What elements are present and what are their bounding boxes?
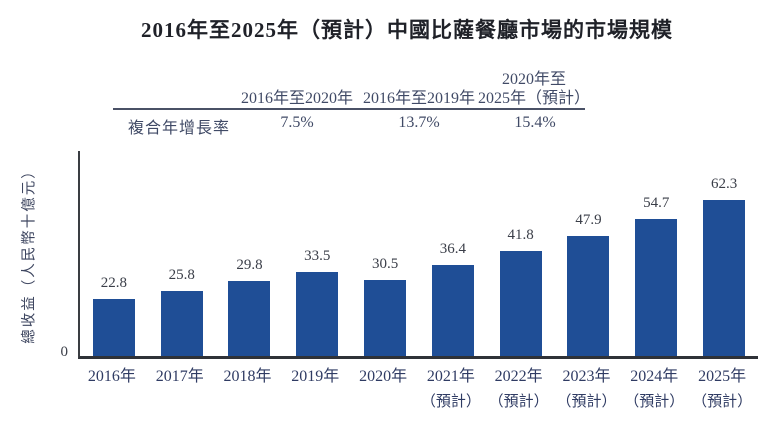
x-label-2016年: 2016年 — [78, 362, 146, 411]
bar-2019年 — [296, 272, 339, 356]
bar-2020年 — [364, 280, 407, 356]
cagr-header-line2: 2016年至2020年 — [240, 90, 354, 107]
x-label-year: 2023年 — [562, 368, 611, 385]
bar-2022年 — [499, 251, 542, 356]
bar-2016年 — [92, 299, 135, 356]
x-label-2022年: 2022年 （預計） — [485, 362, 553, 411]
page-title: 2016年至2025年（預計）中國比薩餐廳市場的市場規模 — [141, 18, 673, 42]
bar-value-label: 33.5 — [304, 248, 331, 264]
x-label-year: 2016年 — [87, 368, 136, 385]
x-label-year: 2022年 — [494, 368, 543, 385]
bar-slot-2020年: 30.5 — [351, 151, 419, 356]
x-label-2024年: 2024年 （預計） — [620, 362, 688, 411]
bar-2024年 — [635, 219, 678, 356]
bar-value-label: 62.3 — [710, 176, 738, 192]
x-label-2025年: 2025年 （預計） — [688, 362, 756, 411]
x-label-year: 2017年 — [155, 368, 204, 385]
bar-slot-2021年: 36.4 — [419, 151, 487, 356]
cagr-value-2016-2019: 13.7% — [398, 114, 440, 131]
bar-slot-2017年: 25.8 — [148, 151, 216, 356]
bar-2021年 — [431, 265, 474, 356]
y-axis-title: 總收益（人民幣十億元） — [21, 162, 38, 344]
x-label-2023年: 2023年 （預計） — [553, 362, 621, 411]
x-label-year: 2020年 — [359, 368, 408, 385]
x-label-2017年: 2017年 — [146, 362, 214, 411]
bar-value-label: 36.4 — [439, 241, 466, 257]
cagr-header-line1: 2020年至 — [501, 71, 567, 88]
y-axis-tick-zero: 0 — [60, 344, 69, 360]
bar-2018年 — [228, 281, 271, 356]
cagr-header-line2: 2016年至2019年 — [362, 90, 476, 107]
x-label-year: 2025年 — [698, 368, 747, 385]
cagr-column-header-2020-2025: 2020年至 2025年（預計） — [478, 66, 590, 108]
bar-value-label: 54.7 — [643, 195, 670, 211]
x-label-year: 2018年 — [223, 368, 272, 385]
bar-slot-2019年: 33.5 — [283, 151, 351, 356]
bar-slot-2023年: 47.9 — [555, 151, 623, 356]
bar-slot-2024年: 54.7 — [622, 151, 690, 356]
bar-slot-2022年: 41.8 — [487, 151, 555, 356]
cagr-value-2016-2020: 7.5% — [280, 114, 314, 131]
x-label-forecast-note: （預計） — [488, 394, 549, 410]
bar-2023年 — [567, 236, 610, 356]
cagr-header-line2: 2025年（預計） — [477, 90, 591, 107]
bar-value-label: 41.8 — [507, 227, 534, 243]
cagr-row-label: 複合年增長率 — [128, 120, 231, 137]
bar-value-label: 25.8 — [168, 267, 195, 283]
bar-2017年 — [160, 291, 203, 356]
x-label-year: 2021年 — [426, 368, 475, 385]
bar-slot-2025年: 62.3 — [690, 151, 758, 356]
bar-value-label: 29.8 — [236, 257, 263, 273]
x-label-year: 2024年 — [630, 368, 679, 385]
cagr-table-divider — [113, 108, 585, 110]
x-label-2021年: 2021年 （預計） — [417, 362, 485, 411]
bar-chart-plot: 22.8 25.8 29.8 33.5 30.5 36.4 41.8 47.9 54.7 62.3 — [78, 151, 758, 359]
bar-value-label: 22.8 — [100, 275, 128, 291]
cagr-column-header-2016-2020: 2016年至2020年 — [241, 66, 353, 108]
x-label-2018年: 2018年 — [214, 362, 282, 411]
bar-value-label: 47.9 — [575, 212, 602, 228]
x-axis-labels: 2016年 2017年 2018年 2019年 2020年 2021年 （預計） 2022年 （… — [78, 362, 756, 411]
x-label-forecast-note: （預計） — [556, 394, 617, 410]
bar-slot-2018年: 29.8 — [216, 151, 284, 356]
x-label-forecast-note: （預計） — [624, 394, 685, 410]
x-label-forecast-note: （預計） — [420, 394, 481, 410]
cagr-value-2020-2025: 15.4% — [514, 114, 556, 131]
x-label-2020年: 2020年 — [349, 362, 417, 411]
x-label-year: 2019年 — [291, 368, 340, 385]
x-label-forecast-note: （預計） — [692, 394, 753, 410]
x-label-2019年: 2019年 — [281, 362, 349, 411]
bar-slot-2016年: 22.8 — [80, 151, 148, 356]
bar-2025年 — [703, 200, 746, 356]
cagr-column-header-2016-2019: 2016年至2019年 — [363, 66, 475, 108]
bar-value-label: 30.5 — [371, 256, 399, 272]
